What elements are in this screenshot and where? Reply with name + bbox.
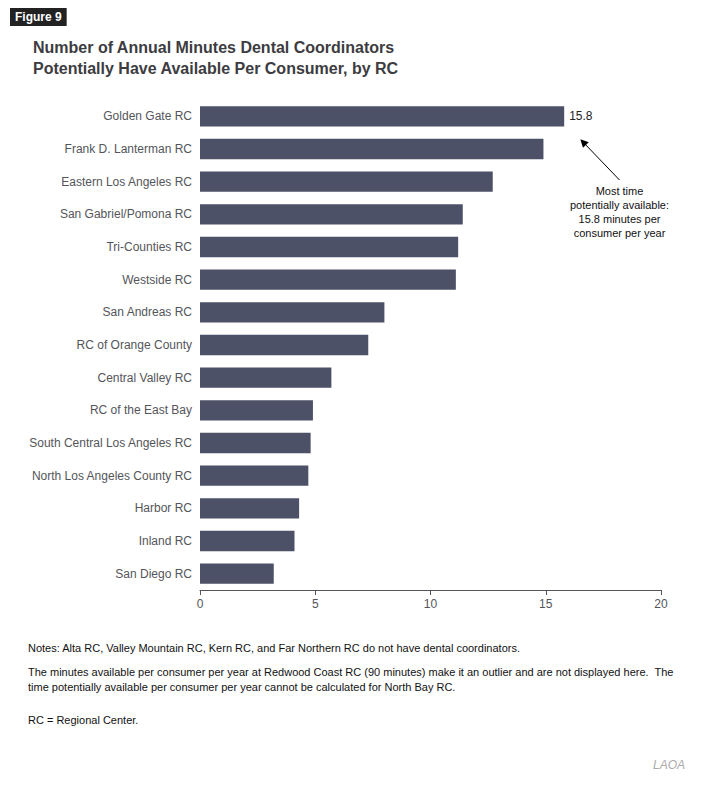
svg-text:Notes: Alta RC, Valley Mountai: Notes: Alta RC, Valley Mountain RC, Kern… <box>28 642 520 654</box>
svg-text:The minutes available per cons: The minutes available per consumer per y… <box>28 666 677 678</box>
svg-text:consumer per year: consumer per year <box>574 227 666 239</box>
svg-text:RC = Regional Center.: RC = Regional Center. <box>28 714 138 726</box>
svg-text:time potentially available per: time potentially available per consumer … <box>28 681 455 693</box>
svg-text:San Gabriel/Pomona RC: San Gabriel/Pomona RC <box>60 207 192 221</box>
svg-text:15.8 minutes per: 15.8 minutes per <box>579 213 661 225</box>
svg-text:Westside RC: Westside RC <box>122 273 192 287</box>
svg-text:Potentially Have Available Per: Potentially Have Available Per Consumer,… <box>33 60 399 77</box>
svg-text:potentially available:: potentially available: <box>570 199 669 211</box>
svg-text:0: 0 <box>197 597 204 611</box>
svg-text:Central Valley RC: Central Valley RC <box>98 371 193 385</box>
svg-text:Frank D. Lanterman RC: Frank D. Lanterman RC <box>65 142 193 156</box>
svg-text:RC of the East Bay: RC of the East Bay <box>90 403 192 417</box>
svg-text:Golden Gate RC: Golden Gate RC <box>103 109 192 123</box>
svg-text:Harbor RC: Harbor RC <box>135 501 193 515</box>
svg-text:Most time: Most time <box>596 185 644 197</box>
svg-text:LAOA: LAOA <box>653 758 685 772</box>
svg-text:San Andreas RC: San Andreas RC <box>103 305 193 319</box>
svg-text:North Los Angeles County RC: North Los Angeles County RC <box>32 469 192 483</box>
svg-text:RC of Orange County: RC of Orange County <box>77 338 192 352</box>
svg-text:Figure 9: Figure 9 <box>15 10 62 24</box>
svg-text:San Diego RC: San Diego RC <box>115 567 192 581</box>
svg-text:15.8: 15.8 <box>569 109 593 123</box>
svg-text:10: 10 <box>424 597 438 611</box>
svg-text:15: 15 <box>539 597 553 611</box>
svg-text:5: 5 <box>312 597 319 611</box>
svg-text:20: 20 <box>654 597 668 611</box>
svg-text:Inland RC: Inland RC <box>139 534 193 548</box>
svg-text:Number of Annual Minutes Denta: Number of Annual Minutes Dental Coordina… <box>33 39 394 56</box>
svg-text:Eastern Los Angeles RC: Eastern Los Angeles RC <box>61 175 192 189</box>
svg-text:South Central Los Angeles RC: South Central Los Angeles RC <box>29 436 192 450</box>
svg-text:Tri-Counties RC: Tri-Counties RC <box>106 240 192 254</box>
